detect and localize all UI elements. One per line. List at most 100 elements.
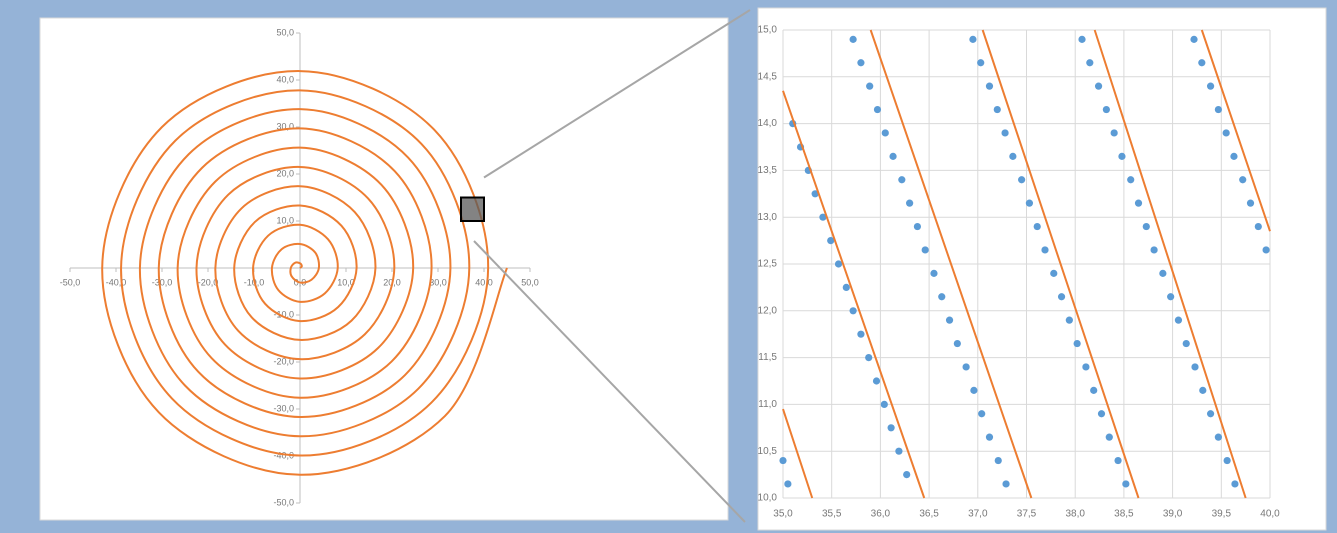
y-tick-label: 10,5 — [758, 446, 778, 457]
y-tick-label: -10,0 — [273, 309, 294, 319]
dot — [1223, 456, 1231, 465]
dot — [849, 35, 857, 43]
x-tick-label: 36,5 — [919, 509, 939, 520]
y-tick-label: 14,0 — [758, 118, 778, 129]
dot — [993, 105, 1001, 114]
spiral-line — [101, 70, 508, 476]
x-tick-label: 39,5 — [1212, 509, 1232, 520]
dot — [978, 410, 986, 418]
y-tick-label: 12,5 — [758, 259, 778, 270]
dot — [1134, 199, 1143, 207]
dot — [938, 293, 946, 301]
dot — [970, 386, 978, 394]
dot — [811, 190, 819, 198]
dot — [857, 330, 865, 338]
y-tick-label: -20,0 — [273, 356, 294, 366]
x-tick-label: 35,5 — [822, 509, 842, 520]
y-tick-label: 12,0 — [758, 305, 778, 316]
y-tick-label: 11,5 — [758, 352, 777, 363]
dot — [1262, 246, 1270, 254]
x-tick-label: -40,0 — [106, 277, 127, 287]
x-tick-label: -30,0 — [152, 277, 173, 287]
y-tick-label: 30,0 — [276, 121, 294, 131]
dot — [1122, 480, 1130, 488]
dot — [1105, 433, 1113, 441]
dot — [930, 269, 938, 277]
dot — [1114, 456, 1122, 465]
x-tick-label: 40,0 — [1260, 509, 1280, 520]
dot — [1231, 480, 1239, 488]
dot — [834, 260, 843, 268]
x-tick-label: 39,0 — [1163, 509, 1183, 520]
dot — [1191, 363, 1199, 371]
dot — [827, 237, 835, 245]
dot — [872, 377, 881, 385]
y-tick-label: 40,0 — [276, 74, 294, 84]
dot — [842, 283, 850, 291]
dot — [819, 213, 827, 221]
dot — [1033, 222, 1041, 231]
dot — [985, 82, 994, 90]
dot — [1090, 386, 1098, 394]
dot — [779, 456, 787, 465]
dot — [1214, 433, 1222, 441]
dot — [1167, 293, 1175, 301]
dot — [977, 59, 985, 67]
dot — [1110, 129, 1118, 137]
dot — [1198, 59, 1206, 67]
y-tick-label: -50,0 — [273, 497, 294, 507]
x-tick-label: 38,0 — [1065, 509, 1085, 520]
dot — [1127, 176, 1135, 184]
dot — [898, 176, 906, 184]
dot — [1002, 480, 1010, 488]
x-tick-label: 38,5 — [1114, 509, 1134, 520]
dot — [1001, 129, 1009, 137]
dot — [1182, 339, 1190, 348]
y-tick-label: 50,0 — [276, 27, 294, 37]
dot — [953, 339, 961, 348]
zoom-box — [460, 196, 485, 222]
dot — [849, 307, 857, 315]
dot — [1199, 386, 1207, 394]
dot — [1041, 246, 1049, 254]
x-tick-label: 50,0 — [521, 277, 539, 287]
y-tick-label: -40,0 — [273, 450, 294, 460]
x-tick-label: 30,0 — [429, 277, 447, 287]
dot — [906, 199, 914, 207]
dot — [873, 105, 882, 114]
dot — [994, 456, 1002, 465]
dot — [1230, 152, 1238, 160]
x-tick-label: 10,0 — [337, 277, 355, 287]
dot — [865, 354, 873, 362]
dot — [857, 59, 865, 67]
x-tick-label: -50,0 — [60, 277, 81, 287]
dot — [1086, 59, 1094, 67]
dot — [1082, 363, 1090, 371]
x-tick-label: 37,0 — [968, 509, 988, 520]
zoom-connector — [473, 240, 746, 523]
dot — [887, 424, 895, 432]
dot — [1057, 293, 1066, 301]
dot — [903, 471, 911, 479]
dot — [895, 447, 903, 455]
dot — [1190, 35, 1198, 43]
dot — [1206, 82, 1215, 90]
dot — [1239, 176, 1247, 184]
dot — [1142, 222, 1150, 231]
dot — [1102, 105, 1110, 114]
y-tick-label: 11,0 — [758, 399, 777, 410]
x-tick-label: 36,0 — [871, 509, 891, 520]
dot — [1050, 269, 1058, 277]
dot — [880, 400, 888, 408]
left-panel — [39, 17, 729, 521]
dot — [969, 35, 977, 43]
dot — [1246, 199, 1255, 207]
right-panel — [757, 7, 1327, 531]
dot — [1009, 152, 1017, 160]
x-tick-label: 40,0 — [475, 277, 493, 287]
line — [782, 29, 1271, 499]
dot — [1150, 246, 1158, 254]
y-tick-label: 20,0 — [276, 168, 294, 178]
dot — [1097, 410, 1106, 418]
y-tick-label: 13,5 — [758, 165, 778, 176]
